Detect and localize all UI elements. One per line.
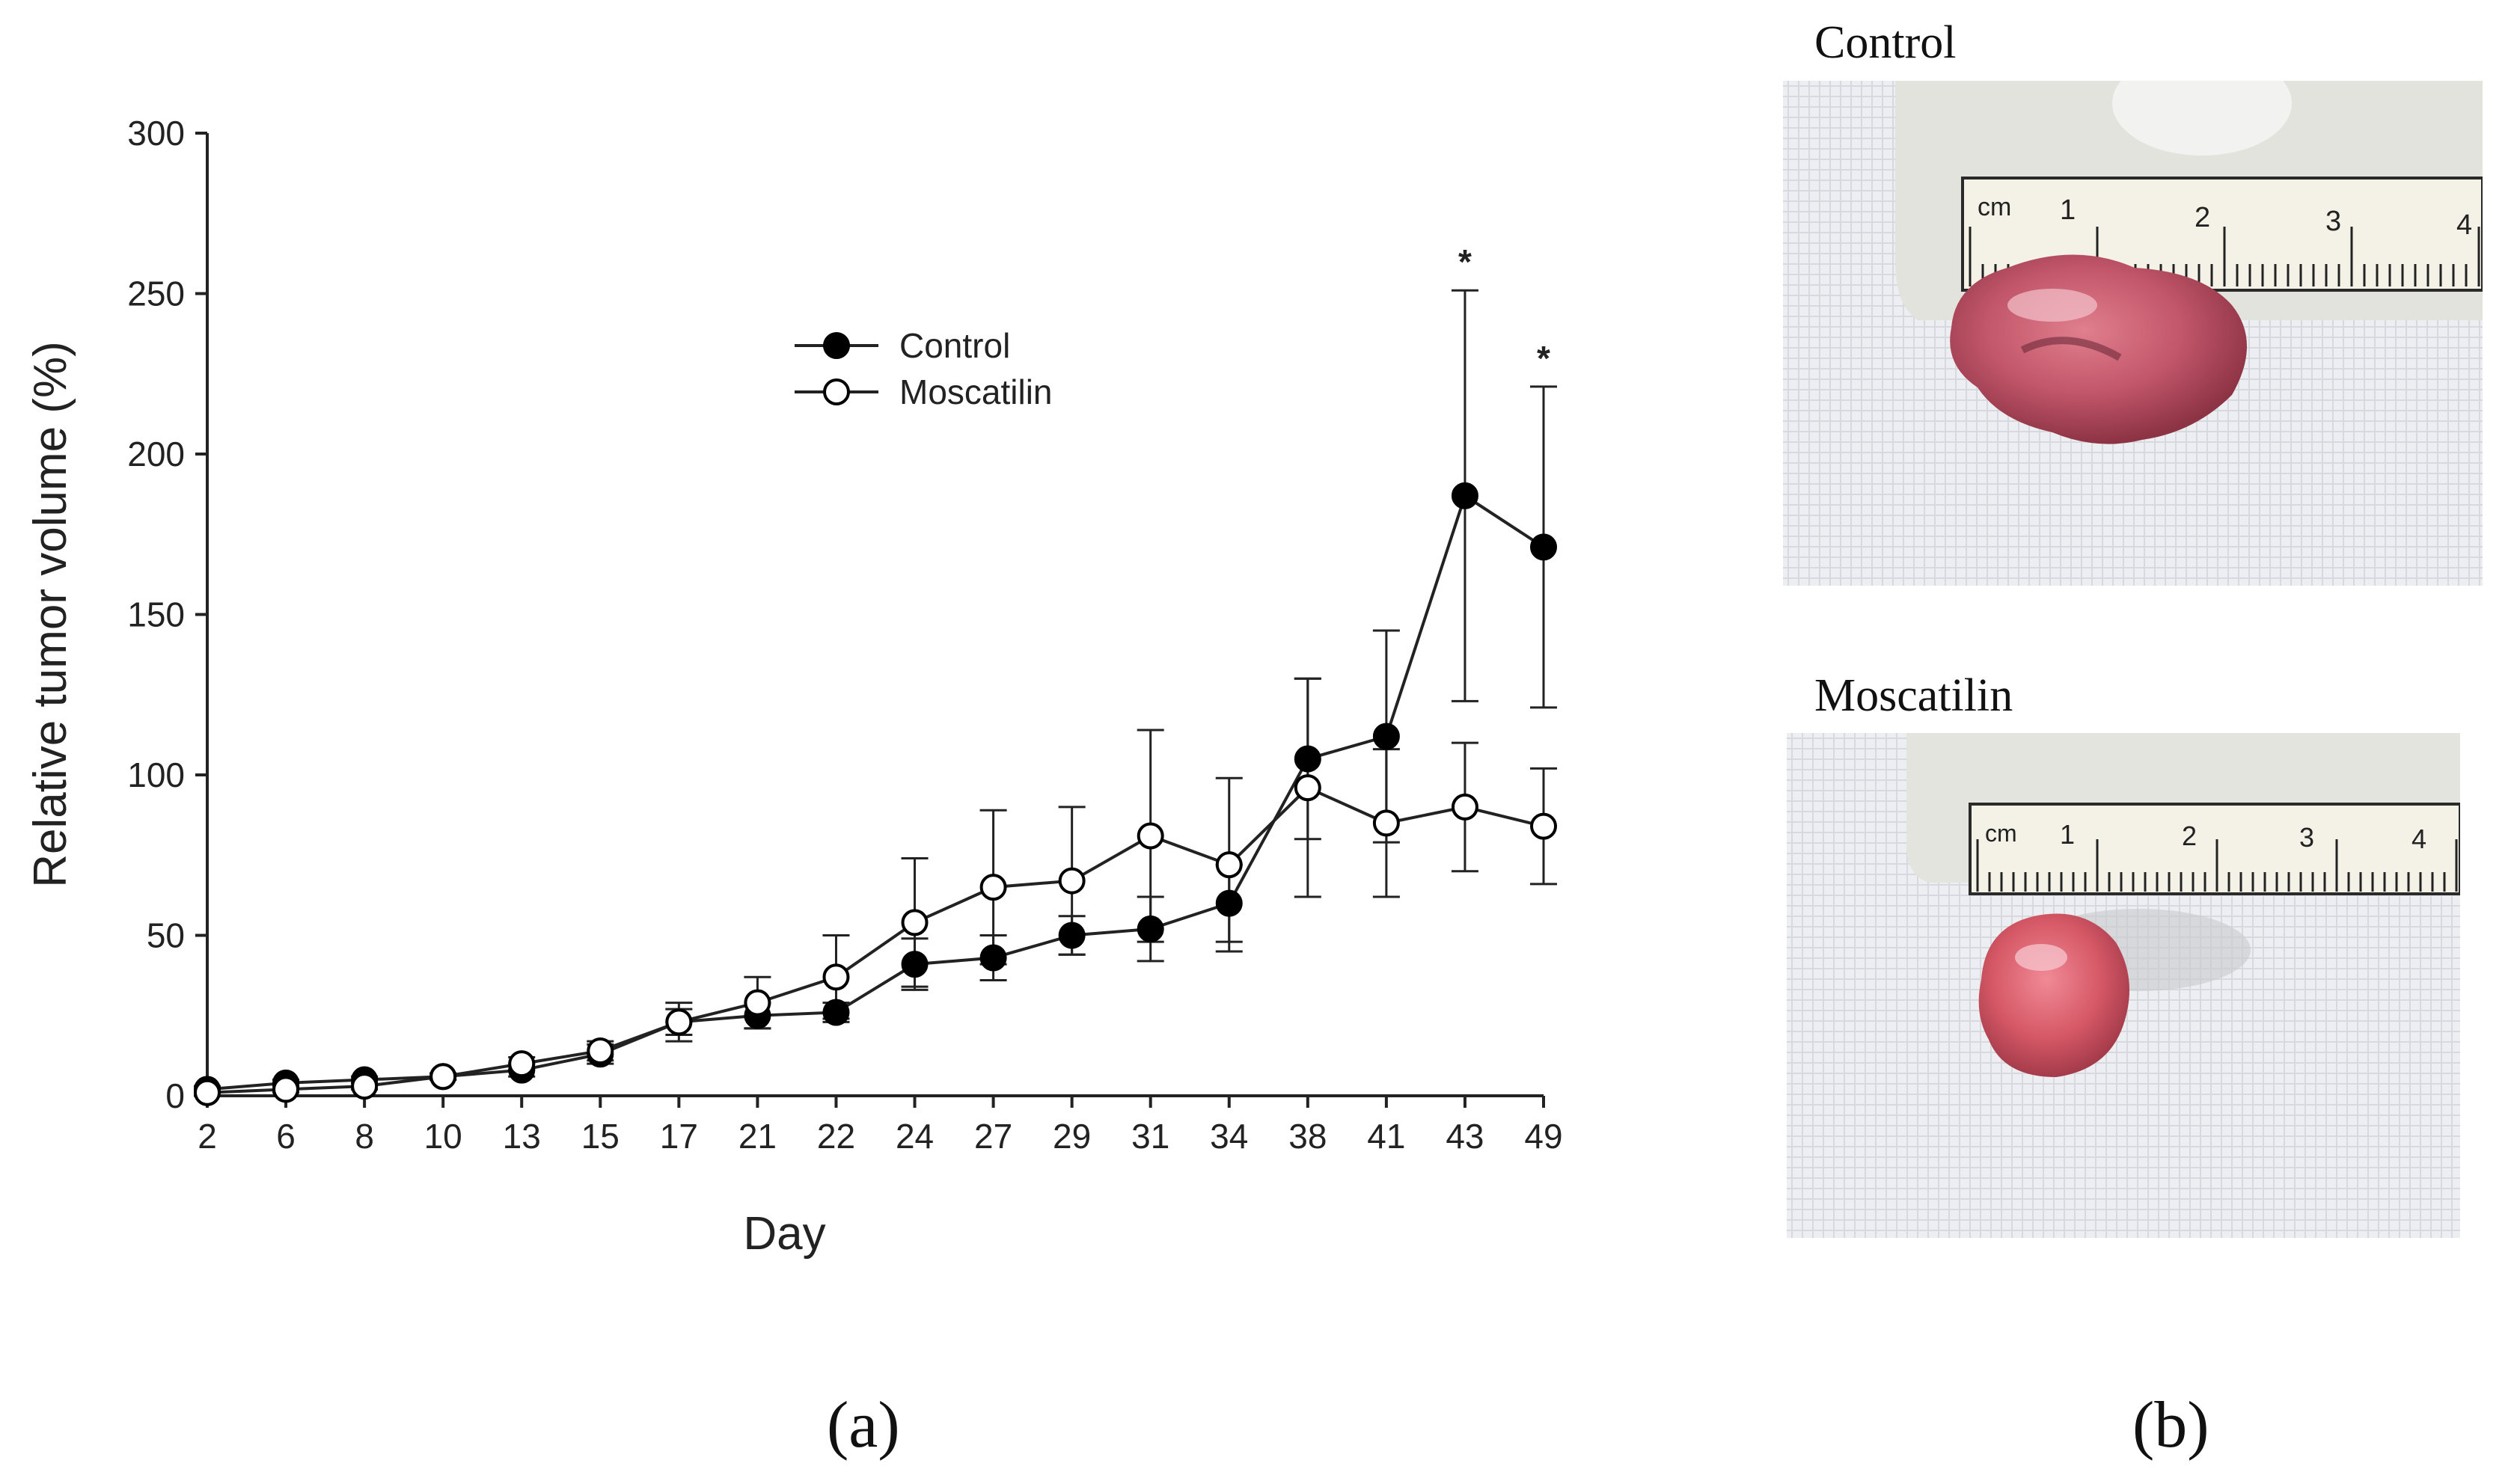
data-point-moscatilin [1215, 851, 1243, 879]
significance-marker: * [1458, 242, 1472, 281]
x-tick-label: 49 [1524, 1117, 1562, 1156]
ruler-unit-label: cm [1978, 193, 2011, 221]
data-point-moscatilin [665, 1008, 693, 1036]
data-point-moscatilin [1294, 774, 1321, 802]
x-tick-label: 17 [660, 1117, 698, 1156]
y-tick-label: 100 [127, 755, 185, 794]
ruler-number: 4 [2456, 209, 2472, 241]
legend-marker [823, 332, 850, 359]
y-tick-label: 0 [165, 1076, 185, 1115]
y-tick-label: 250 [127, 275, 185, 313]
ruler-number: 1 [2060, 819, 2075, 850]
data-point-moscatilin [744, 989, 771, 1017]
chart-markers [194, 482, 1557, 1106]
data-point-control [1215, 889, 1243, 917]
moscatilin-tumor [1978, 913, 2129, 1077]
legend-marker [823, 378, 850, 405]
data-point-control [1451, 482, 1478, 509]
panel-label-a: (a) [827, 1389, 900, 1462]
data-point-moscatilin [587, 1037, 614, 1064]
data-point-moscatilin [1058, 867, 1086, 895]
y-tick-label: 50 [147, 916, 185, 955]
y-tick-label: 150 [127, 595, 185, 634]
chart-annotations: ** [1458, 242, 1550, 378]
tumor-volume-chart: 0 50 100 150 200 250 300 2 6 8 10 13 15 17 21 22 24 27 29 3… [25, 114, 1563, 1260]
ruler-number: 2 [2182, 821, 2197, 851]
data-point-control [901, 951, 929, 978]
x-tick-label: 8 [355, 1117, 374, 1156]
data-point-moscatilin [1530, 812, 1557, 840]
moscatilin-tumor-photo: cm 1 2 3 4 [1787, 733, 2460, 1238]
y-axis-label: Relative tumor volume (%) [25, 341, 76, 887]
ruler-number: 4 [2411, 824, 2426, 854]
data-point-control [1294, 745, 1321, 773]
x-tick-label: 41 [1367, 1117, 1405, 1156]
data-point-control [822, 999, 850, 1026]
data-point-control [979, 944, 1007, 972]
photo-title-moscatilin: Moscatilin [1814, 670, 2013, 721]
x-tick-label: 10 [424, 1117, 462, 1156]
photo-title-control: Control [1814, 17, 1957, 68]
x-axis-label: Day [743, 1208, 825, 1260]
y-tick-label: 300 [127, 114, 185, 153]
ruler-number: 3 [2299, 822, 2314, 853]
panel-label-b: (b) [2132, 1389, 2209, 1462]
legend-label: Control [899, 326, 1010, 365]
x-tick-label: 43 [1446, 1117, 1484, 1156]
series-line-control [207, 493, 1545, 1091]
data-point-moscatilin [1137, 822, 1164, 850]
moscatilin-photo-image: cm 1 2 3 4 [1787, 733, 2460, 1238]
chart-errorbars [194, 289, 1557, 1097]
y-tick-label: 200 [127, 435, 185, 473]
data-point-moscatilin [822, 963, 850, 991]
data-point-moscatilin [194, 1079, 221, 1106]
data-point-control [1058, 922, 1086, 949]
x-tick-label: 34 [1210, 1117, 1248, 1156]
data-point-moscatilin [901, 909, 929, 936]
data-point-control [1372, 723, 1400, 750]
ruler-number: 3 [2325, 206, 2341, 237]
data-point-moscatilin [272, 1076, 300, 1103]
x-tick-label: 27 [974, 1117, 1012, 1156]
series-line-moscatilin [207, 785, 1544, 1094]
control-photo-image: cm 1 2 3 4 [1783, 81, 2483, 586]
x-tick-label: 31 [1131, 1117, 1169, 1156]
ruler-unit-label: cm [1985, 820, 2017, 847]
x-tick-label: 21 [738, 1117, 777, 1156]
ruler-number: 1 [2060, 194, 2076, 226]
data-point-moscatilin [351, 1073, 379, 1100]
chart-axes: 0 50 100 150 200 250 300 2 6 8 10 13 15 17 21 22 24 27 29 3… [25, 114, 1563, 1260]
chart-legend: Control Moscatilin [795, 326, 1053, 411]
control-tumor-photo: cm 1 2 3 4 [1783, 81, 2483, 586]
x-tick-label: 29 [1053, 1117, 1091, 1156]
data-point-moscatilin [979, 874, 1007, 901]
x-tick-label: 2 [198, 1117, 217, 1156]
x-tick-label: 13 [503, 1117, 541, 1156]
significance-marker: * [1537, 339, 1550, 378]
ruler-ticks [1976, 839, 2458, 892]
x-tick-label: 22 [817, 1117, 855, 1156]
data-point-moscatilin [1372, 809, 1400, 837]
data-point-moscatilin [429, 1063, 457, 1091]
data-point-control [1530, 533, 1557, 561]
data-point-moscatilin [508, 1050, 536, 1078]
x-tick-label: 38 [1288, 1117, 1327, 1156]
data-point-control [1137, 915, 1164, 942]
legend-label: Moscatilin [899, 372, 1053, 411]
x-tick-label: 6 [276, 1117, 296, 1156]
ruler-number: 2 [2195, 202, 2210, 233]
data-point-moscatilin [1451, 793, 1478, 821]
x-tick-label: 24 [896, 1117, 934, 1156]
chart-lines [207, 493, 1545, 1094]
x-tick-label: 15 [581, 1117, 620, 1156]
